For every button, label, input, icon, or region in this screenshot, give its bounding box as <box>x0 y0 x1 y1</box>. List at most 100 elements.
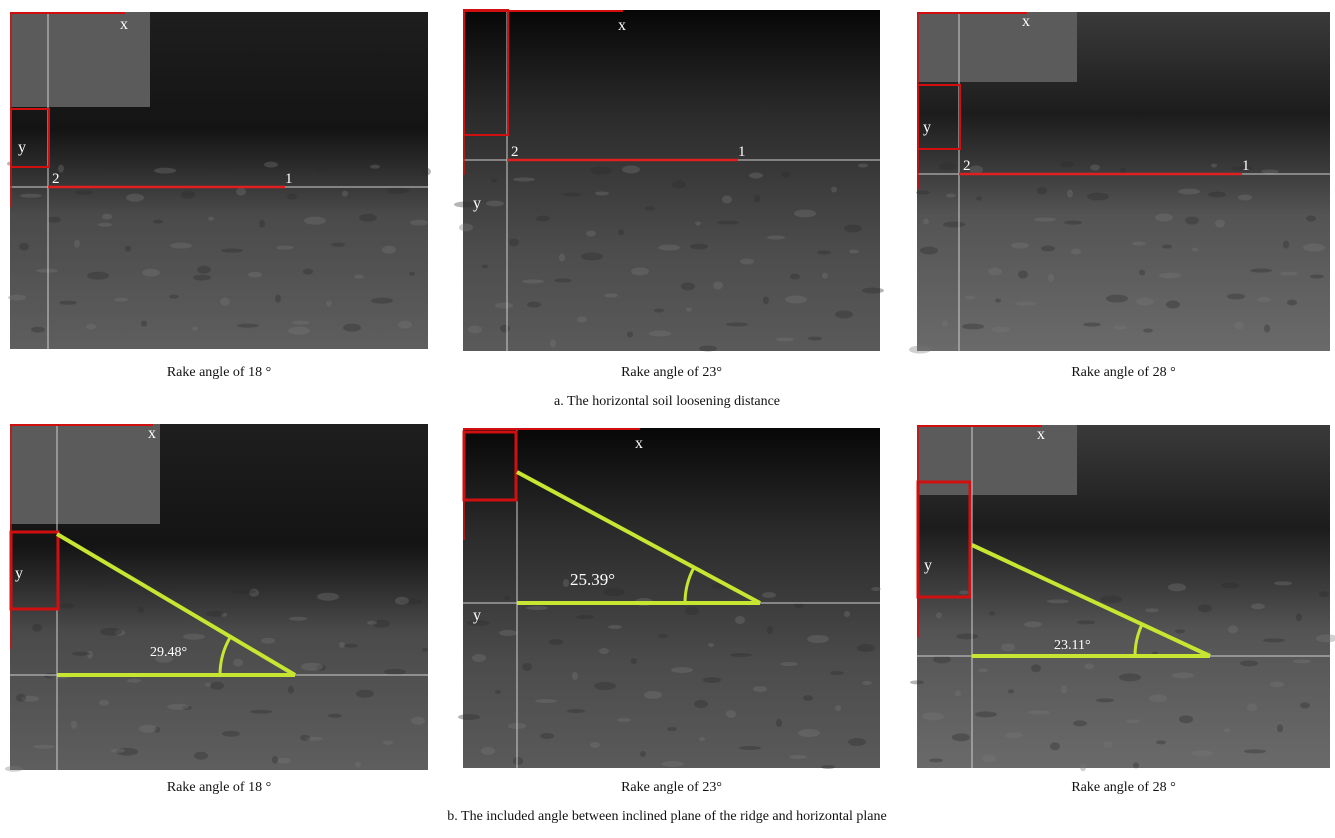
soil-texture <box>1168 583 1186 591</box>
soil-texture <box>767 235 785 239</box>
soil-texture <box>1283 241 1289 249</box>
soil-texture <box>1234 322 1244 330</box>
soil-texture <box>627 331 633 337</box>
soil-texture <box>631 658 637 664</box>
soil-texture <box>371 298 393 304</box>
soil-texture <box>1224 728 1230 732</box>
soil-texture <box>910 680 924 684</box>
soil-texture <box>1090 165 1100 171</box>
soil-texture <box>421 168 431 176</box>
soil-texture <box>36 269 58 273</box>
soil-texture <box>789 755 807 759</box>
photo-panel: xy21 <box>909 12 1330 354</box>
soil-texture <box>60 603 74 609</box>
soil-texture <box>1139 270 1145 276</box>
soil-texture <box>522 279 544 283</box>
soil-texture <box>383 741 393 745</box>
soil-texture <box>920 247 938 255</box>
soil-texture <box>139 725 157 733</box>
soil-texture <box>1208 192 1226 198</box>
soil-texture <box>1001 643 1015 651</box>
soil-texture <box>540 733 554 739</box>
soil-texture <box>1211 164 1217 168</box>
soil-texture <box>19 243 29 251</box>
soil-texture <box>47 217 61 223</box>
soil-texture <box>370 165 380 169</box>
soil-texture <box>672 180 686 188</box>
soil-texture <box>481 747 495 755</box>
rake-tool <box>10 12 150 107</box>
soil-texture <box>794 209 816 217</box>
soil-texture <box>111 749 125 753</box>
soil-texture <box>717 220 739 224</box>
panel-caption: Rake angle of 28 ° <box>1071 365 1175 380</box>
soil-texture <box>686 307 692 311</box>
x-label: x <box>635 435 643 452</box>
soil-texture <box>328 714 342 718</box>
soil-texture <box>586 230 596 236</box>
soil-texture <box>554 278 572 282</box>
soil-texture <box>1008 689 1014 693</box>
soil-texture <box>830 671 844 675</box>
photo-panel: xy25.39° <box>458 428 881 769</box>
soil-texture <box>909 346 931 354</box>
soil-texture <box>1047 599 1069 603</box>
soil-texture <box>304 217 326 225</box>
point-label: 1 <box>285 171 293 187</box>
soil-texture <box>857 644 875 652</box>
soil-texture <box>100 628 122 636</box>
soil-texture <box>780 662 798 666</box>
soil-texture <box>264 162 278 168</box>
soil-texture <box>1172 672 1194 678</box>
soil-texture <box>99 700 109 706</box>
soil-texture <box>33 745 55 749</box>
soil-texture <box>1240 660 1258 666</box>
soil-texture <box>831 186 837 192</box>
soil-texture <box>662 761 684 767</box>
soil-texture <box>1061 685 1067 693</box>
soil-texture <box>220 298 230 306</box>
soil-texture <box>71 721 77 729</box>
soil-texture <box>459 223 473 231</box>
soil-texture <box>631 267 649 275</box>
soil-texture <box>1300 702 1310 708</box>
soil-texture <box>1077 620 1095 624</box>
soil-texture <box>301 663 323 671</box>
soil-texture <box>776 337 794 341</box>
soil-texture <box>142 269 160 277</box>
soil-texture <box>849 249 859 253</box>
soil-texture <box>695 221 701 225</box>
soil-texture <box>1096 698 1114 702</box>
soil-texture <box>509 238 519 246</box>
soil-texture <box>32 624 42 632</box>
x-label: x <box>618 17 626 34</box>
soil-texture <box>781 171 791 177</box>
soil-texture <box>513 757 523 765</box>
soil-texture <box>871 587 881 591</box>
soil-texture <box>356 690 374 698</box>
soil-texture <box>409 272 415 276</box>
soil-texture <box>1100 595 1122 603</box>
panel-caption: Rake angle of 23° <box>621 780 722 795</box>
soil-texture <box>978 668 988 672</box>
soil-texture <box>410 220 428 226</box>
soil-texture <box>577 316 587 322</box>
point-label: 2 <box>52 171 60 187</box>
panel-caption: Rake angle of 28 ° <box>1071 780 1175 795</box>
soil-texture <box>1018 271 1028 279</box>
soil-texture <box>1274 581 1292 585</box>
soil-texture <box>1031 664 1041 672</box>
soil-texture <box>1034 218 1056 222</box>
soil-texture <box>1132 242 1146 246</box>
soil-texture <box>798 729 820 737</box>
soil-texture <box>753 686 767 692</box>
x-label: x <box>148 425 156 442</box>
soil-texture <box>355 762 361 768</box>
soil-texture <box>708 643 714 647</box>
soil-texture <box>1126 719 1140 723</box>
soil-texture <box>288 327 310 335</box>
soil-texture <box>20 194 42 198</box>
soil-texture <box>275 295 281 303</box>
soil-texture <box>236 188 246 196</box>
